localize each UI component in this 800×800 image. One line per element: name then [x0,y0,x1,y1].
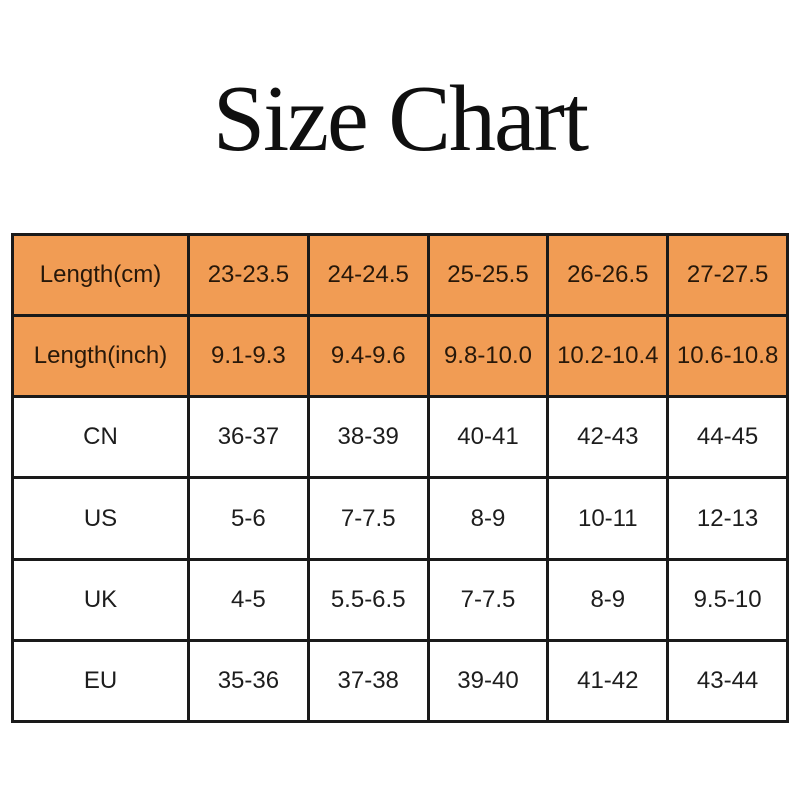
size-cell: 23-23.5 [187,232,310,318]
size-cell: 10.6-10.8 [666,314,789,399]
size-cell: 27-27.5 [666,232,789,318]
size-cell: 7-7.5 [426,557,550,642]
row-header-cell: Length(cm) [11,232,190,318]
size-cell: 24-24.5 [306,232,430,318]
size-cell: 25-25.5 [426,232,550,318]
row-header-cell: CN [11,395,190,480]
table-row-uk: UK 4-5 5.5-6.5 7-7.5 8-9 9.5-10 [11,557,789,642]
size-cell: 9.5-10 [666,557,789,642]
size-cell: 44-45 [666,395,789,480]
size-cell: 8-9 [546,557,670,642]
size-cell: 4-5 [187,557,310,642]
size-cell: 26-26.5 [546,232,670,318]
table-row-eu: EU 35-36 37-38 39-40 41-42 43-44 [11,638,789,724]
table-row-us: US 5-6 7-7.5 8-9 10-11 12-13 [11,476,789,561]
row-header-cell: US [11,476,190,561]
size-cell: 40-41 [426,395,550,480]
size-cell: 7-7.5 [306,476,430,561]
row-header-cell: Length(inch) [11,314,190,399]
size-cell: 35-36 [187,638,310,724]
size-cell: 5.5-6.5 [306,557,430,642]
size-cell: 10-11 [546,476,670,561]
size-cell: 9.4-9.6 [306,314,430,399]
size-cell: 39-40 [426,638,550,724]
row-header-cell: UK [11,557,190,642]
table-row-cn: CN 36-37 38-39 40-41 42-43 44-45 [11,395,789,480]
size-cell: 8-9 [426,476,550,561]
size-cell: 5-6 [187,476,310,561]
size-cell: 9.1-9.3 [187,314,310,399]
size-cell: 41-42 [546,638,670,724]
size-chart-table-container: Length(cm) 23-23.5 24-24.5 25-25.5 26-26… [11,232,789,724]
table-row-length-cm: Length(cm) 23-23.5 24-24.5 25-25.5 26-26… [11,232,789,318]
size-chart-table: Length(cm) 23-23.5 24-24.5 25-25.5 26-26… [11,232,789,724]
size-cell: 12-13 [666,476,789,561]
size-cell: 36-37 [187,395,310,480]
size-cell: 10.2-10.4 [546,314,670,399]
size-cell: 43-44 [666,638,789,724]
size-cell: 9.8-10.0 [426,314,550,399]
table-row-length-inch: Length(inch) 9.1-9.3 9.4-9.6 9.8-10.0 10… [11,314,789,399]
size-cell: 42-43 [546,395,670,480]
size-cell: 38-39 [306,395,430,480]
row-header-cell: EU [11,638,190,724]
page-title: Size Chart [212,67,589,171]
size-cell: 37-38 [306,638,430,724]
